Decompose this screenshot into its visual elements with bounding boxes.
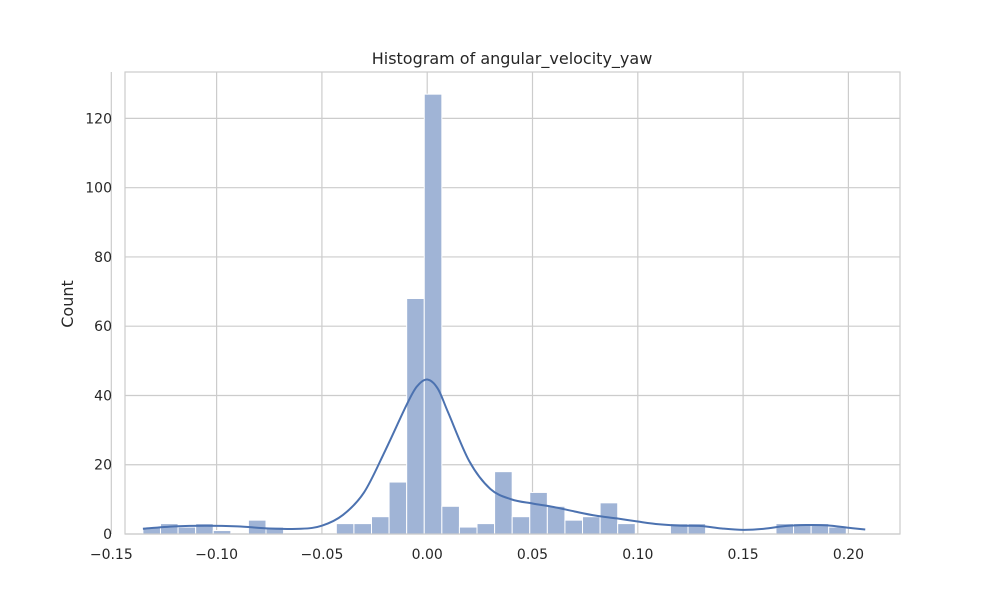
y-tick-label: 20: [94, 458, 112, 474]
histogram-bar: [177, 526, 197, 535]
histogram-bar: [458, 526, 478, 535]
y-tick-label: 120: [85, 111, 112, 127]
plot-background: [125, 72, 900, 534]
x-tick-label: 0.05: [517, 547, 548, 563]
histogram-bar: [335, 523, 355, 535]
histogram-bar: [423, 93, 443, 535]
histogram-bar: [406, 297, 425, 535]
histogram-bar: [388, 481, 408, 535]
x-tick-label: −0.15: [90, 547, 133, 563]
y-tick-label: 0: [103, 527, 112, 543]
x-tick-label: 0.10: [622, 547, 653, 563]
x-tick-labels: −0.15 −0.10 −0.05 0.00 0.05 0.10 0.15 0.20: [90, 547, 864, 563]
y-tick-label: 60: [94, 319, 112, 335]
y-tick-label: 100: [85, 181, 112, 197]
x-tick-label: −0.10: [195, 547, 238, 563]
x-tick-label: −0.05: [300, 547, 343, 563]
x-tick-label: 0.00: [412, 547, 443, 563]
histogram-bar: [441, 505, 460, 535]
histogram-bar: [511, 516, 531, 535]
plot-frame: [124, 71, 901, 535]
histogram-bar: [371, 516, 390, 535]
x-tick-label: 0.15: [728, 547, 759, 563]
histogram-bar: [476, 523, 496, 535]
y-axis-label: Count: [58, 280, 77, 328]
histogram-bar: [617, 523, 636, 535]
y-tick-label: 40: [94, 388, 112, 404]
chart-title: Histogram of angular_velocity_yaw: [372, 49, 653, 69]
x-tick-label: 0.20: [833, 547, 864, 563]
y-tick-label: 80: [94, 250, 112, 266]
kde-curve: [142, 378, 866, 531]
histogram-bar: [494, 471, 513, 535]
histogram-bar: [582, 516, 601, 535]
y-tick-labels: 0 20 40 60 80 100 120: [85, 111, 112, 543]
histogram-bar: [159, 523, 179, 535]
histogram-bar: [529, 491, 548, 535]
histogram-bar: [564, 519, 584, 535]
histogram-bar: [546, 505, 566, 535]
histogram-bar: [353, 523, 373, 535]
